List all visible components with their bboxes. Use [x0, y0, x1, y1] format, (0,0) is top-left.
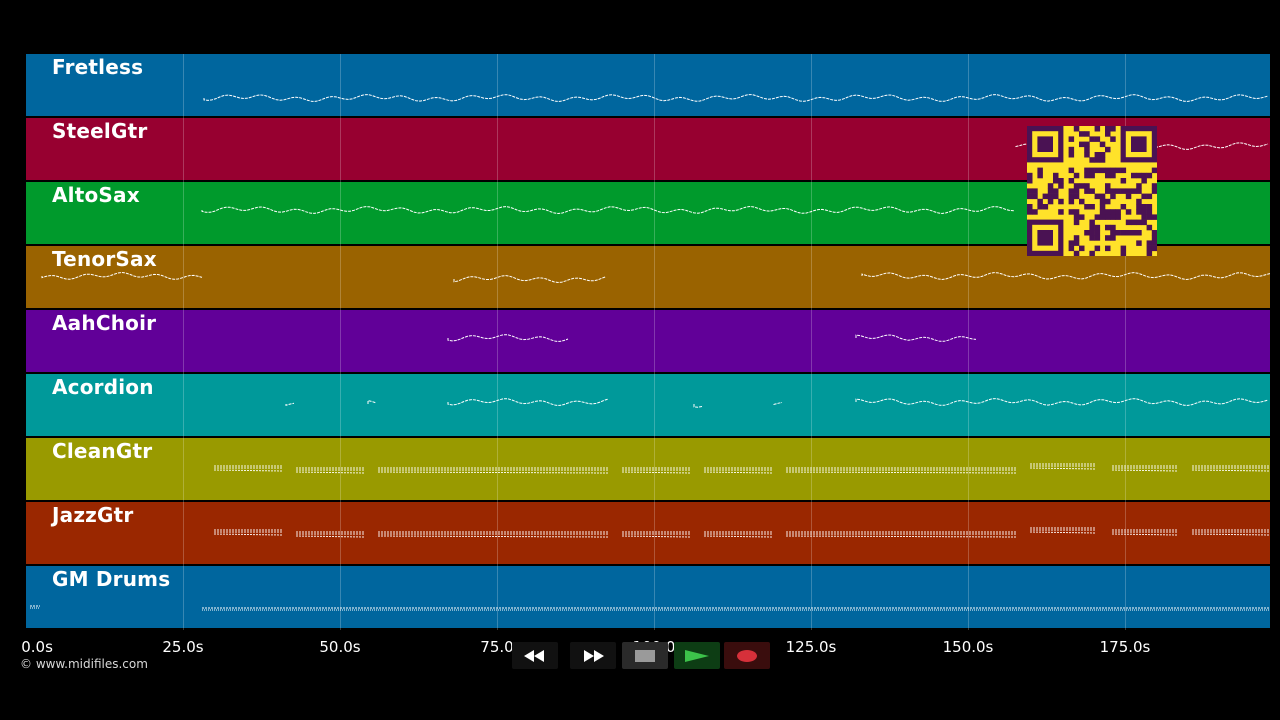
note-pattern	[41, 271, 1270, 284]
track-name: Acordion	[52, 375, 154, 399]
note-pattern	[30, 605, 1270, 611]
gridline	[497, 54, 498, 630]
track-lane-fretless[interactable]: Fretless	[26, 54, 1270, 116]
time-tick-label: 175.0s	[1099, 638, 1151, 656]
qr-code-icon	[1026, 125, 1158, 257]
note-pattern	[213, 463, 1270, 474]
track-name: TenorSax	[52, 247, 157, 271]
time-tick-label: 50.0s	[319, 638, 361, 656]
track-lane-aahchoir[interactable]: AahChoir	[26, 310, 1270, 372]
track-lane-acordion[interactable]: Acordion	[26, 374, 1270, 436]
gridline	[968, 54, 969, 630]
time-tick-label: 0.0s	[21, 638, 53, 656]
time-tick-label: 150.0s	[942, 638, 994, 656]
stop-button[interactable]	[622, 642, 668, 669]
note-pattern	[201, 205, 1015, 215]
time-tick-label: 25.0s	[162, 638, 204, 656]
transport-controls	[510, 642, 770, 670]
track-name: GM Drums	[52, 567, 171, 591]
track-name: CleanGtr	[52, 439, 153, 463]
gridline	[340, 54, 341, 630]
time-tick-label: 75.0	[480, 638, 514, 656]
track-lane-tenorsax[interactable]: TenorSax	[26, 246, 1270, 308]
stop-icon	[635, 649, 655, 662]
gridline	[183, 54, 184, 630]
fast-forward-icon	[584, 649, 604, 662]
record-icon	[737, 649, 757, 662]
fast-forward-button[interactable]	[570, 642, 616, 669]
gridline	[811, 54, 812, 630]
copyright-text: © www.midifiles.com	[20, 657, 148, 671]
track-name: Fretless	[52, 55, 144, 79]
track-lane-gm-drums[interactable]: GM Drums	[26, 566, 1270, 628]
record-button[interactable]	[724, 642, 770, 669]
track-name: JazzGtr	[52, 503, 134, 527]
gridline	[1125, 54, 1126, 630]
track-name: SteelGtr	[52, 119, 148, 143]
note-pattern	[213, 527, 1270, 538]
play-icon	[685, 649, 709, 662]
track-name: AltoSax	[52, 183, 140, 207]
note-pattern	[203, 94, 1269, 102]
time-tick-label: 125.0s	[785, 638, 837, 656]
note-pattern	[285, 398, 1269, 408]
piano-roll: Fretless SteelGtr AltoSax TenorSax AahChoir A…	[26, 54, 1270, 630]
track-name: AahChoir	[52, 311, 157, 335]
track-lane-jazzgtr[interactable]: JazzGtr	[26, 502, 1270, 564]
play-button[interactable]	[674, 642, 720, 669]
note-pattern	[447, 334, 977, 342]
gridline	[654, 54, 655, 630]
rewind-icon	[524, 649, 544, 662]
rewind-button[interactable]	[512, 642, 558, 669]
track-lane-cleangtr[interactable]: CleanGtr	[26, 438, 1270, 500]
